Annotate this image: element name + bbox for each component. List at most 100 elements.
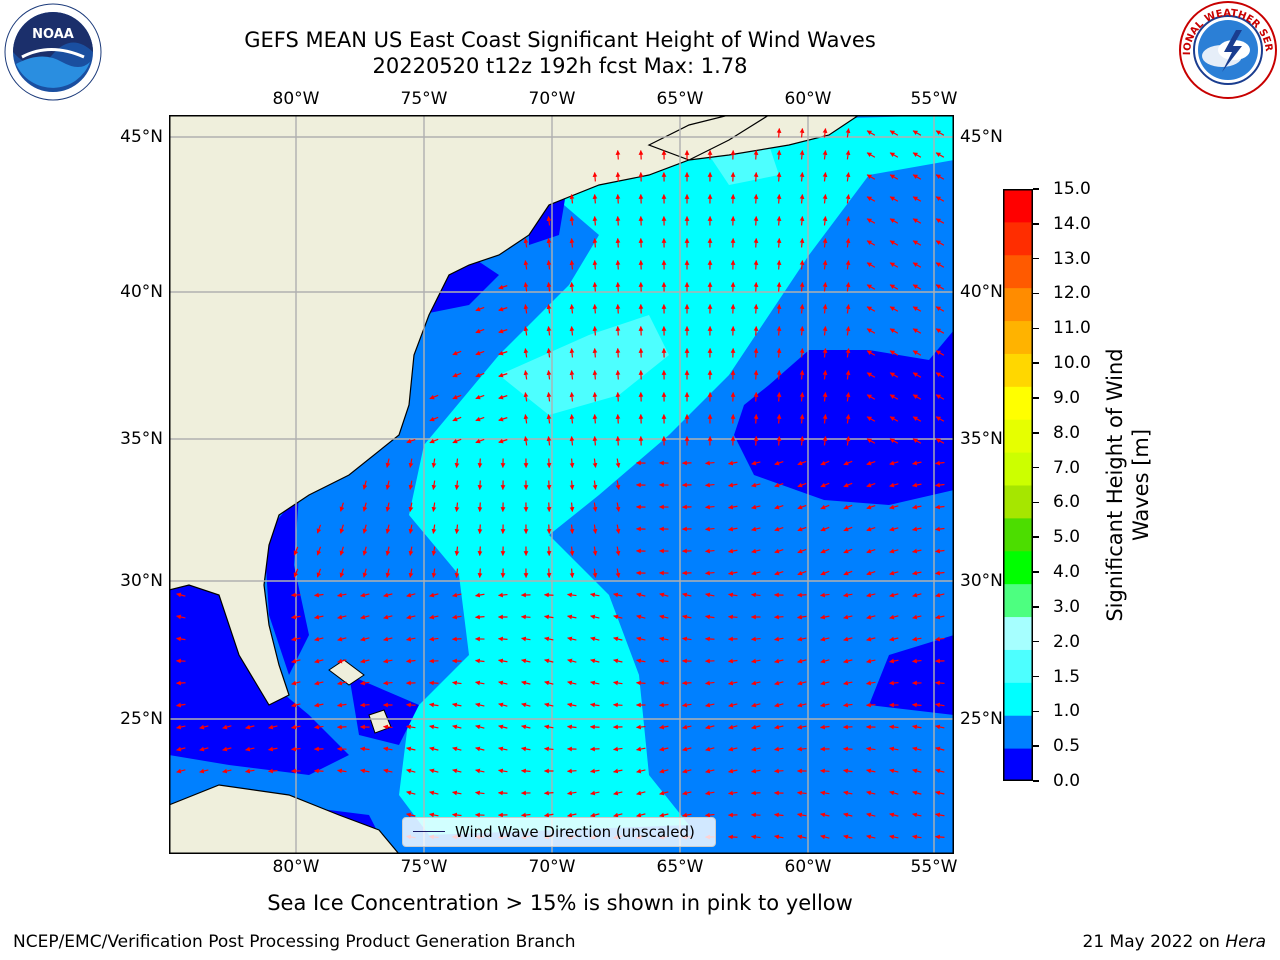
wave-direction-arrow bbox=[845, 216, 851, 226]
wave-direction-arrow bbox=[866, 130, 876, 136]
wave-direction-arrow bbox=[751, 724, 761, 730]
wave-direction-arrow bbox=[912, 460, 922, 466]
wave-direction-arrow bbox=[475, 306, 485, 312]
wave-direction-arrow bbox=[475, 328, 485, 334]
wave-direction-arrow bbox=[615, 480, 621, 490]
wave-direction-arrow bbox=[799, 150, 805, 160]
wave-direction-arrow bbox=[590, 790, 600, 796]
wave-direction-arrow bbox=[843, 614, 853, 620]
wave-direction-arrow bbox=[615, 348, 621, 358]
wave-direction-arrow bbox=[728, 504, 738, 510]
wave-direction-arrow bbox=[592, 282, 598, 292]
wave-direction-arrow bbox=[820, 812, 830, 818]
wave-direction-arrow bbox=[705, 570, 715, 576]
wave-direction-arrow bbox=[866, 790, 876, 796]
wave-direction-arrow bbox=[546, 282, 552, 292]
wave-direction-arrow bbox=[337, 768, 347, 774]
wave-direction-arrow bbox=[590, 614, 600, 620]
wave-direction-arrow bbox=[176, 724, 186, 730]
wave-direction-arrow bbox=[337, 592, 347, 598]
wave-direction-arrow bbox=[776, 150, 782, 160]
wave-direction-arrow bbox=[569, 238, 575, 248]
wave-direction-arrow bbox=[615, 568, 621, 578]
wave-direction-arrow bbox=[567, 702, 577, 708]
colorbar-label: Significant Height of Wind Waves [m] bbox=[1102, 348, 1154, 621]
wave-direction-arrow bbox=[615, 414, 621, 424]
wave-direction-arrow bbox=[613, 592, 623, 598]
wave-direction-arrow bbox=[728, 724, 738, 730]
colorbar-tick-label: 10.0 bbox=[1053, 353, 1091, 374]
wave-direction-arrow bbox=[912, 350, 922, 356]
wave-direction-arrow bbox=[498, 592, 508, 598]
wave-direction-arrow bbox=[799, 172, 805, 182]
wave-direction-arrow bbox=[822, 282, 828, 292]
wave-direction-arrow bbox=[799, 370, 805, 380]
wave-direction-arrow bbox=[592, 238, 598, 248]
wave-direction-arrow bbox=[613, 680, 623, 686]
wave-direction-arrow bbox=[799, 326, 805, 336]
wave-direction-arrow bbox=[590, 658, 600, 664]
wave-direction-arrow bbox=[431, 568, 437, 578]
wave-direction-arrow bbox=[613, 812, 623, 818]
lon-label-top-55w: 55°W bbox=[910, 89, 958, 109]
wave-direction-arrow bbox=[546, 304, 552, 314]
wave-direction-arrow bbox=[406, 790, 416, 796]
noaa-logo: NOAA bbox=[4, 3, 102, 101]
wave-direction-arrow bbox=[705, 460, 715, 466]
wave-direction-arrow bbox=[774, 636, 784, 642]
wave-direction-arrow bbox=[498, 284, 508, 290]
wave-direction-arrow bbox=[360, 680, 370, 686]
wave-direction-arrow bbox=[820, 702, 830, 708]
wave-direction-arrow bbox=[452, 636, 462, 642]
colorbar-tick-mark bbox=[1033, 536, 1039, 538]
wave-direction-arrow bbox=[615, 282, 621, 292]
wave-direction-arrow bbox=[935, 724, 945, 730]
wave-direction-arrow bbox=[843, 504, 853, 510]
wave-direction-arrow bbox=[615, 502, 621, 512]
wave-direction-arrow bbox=[889, 680, 899, 686]
wave-direction-arrow bbox=[776, 392, 782, 402]
colorbar-segment bbox=[1003, 485, 1033, 519]
wave-direction-arrow bbox=[431, 524, 437, 534]
wave-direction-arrow bbox=[799, 282, 805, 292]
wave-direction-arrow bbox=[774, 504, 784, 510]
wave-direction-arrow bbox=[889, 174, 899, 180]
wave-direction-arrow bbox=[682, 636, 692, 642]
wave-direction-arrow bbox=[521, 636, 531, 642]
wave-direction-arrow bbox=[475, 790, 485, 796]
footer-right: 21 May 2022 on Hera bbox=[1083, 931, 1267, 953]
wave-direction-arrow bbox=[753, 392, 759, 402]
wave-direction-arrow bbox=[774, 658, 784, 664]
wave-direction-arrow bbox=[592, 304, 598, 314]
wave-direction-arrow bbox=[889, 658, 899, 664]
wave-direction-arrow bbox=[820, 460, 830, 466]
wave-direction-arrow bbox=[935, 614, 945, 620]
wave-direction-arrow bbox=[314, 658, 324, 664]
wave-direction-arrow bbox=[592, 326, 598, 336]
wave-direction-arrow bbox=[475, 658, 485, 664]
wave-direction-arrow bbox=[544, 636, 554, 642]
wave-direction-arrow bbox=[889, 592, 899, 598]
wave-direction-arrow bbox=[569, 194, 575, 204]
wave-direction-arrow bbox=[935, 416, 945, 422]
wave-direction-arrow bbox=[615, 524, 621, 534]
wave-direction-arrow bbox=[935, 350, 945, 356]
wave-direction-arrow bbox=[544, 702, 554, 708]
colorbar-tick-mark bbox=[1033, 223, 1039, 225]
wave-direction-arrow bbox=[820, 636, 830, 642]
wave-direction-arrow bbox=[636, 812, 646, 818]
wave-direction-arrow bbox=[569, 392, 575, 402]
wave-direction-arrow bbox=[799, 260, 805, 270]
wave-direction-arrow bbox=[406, 768, 416, 774]
wave-direction-arrow bbox=[866, 460, 876, 466]
wave-direction-arrow bbox=[866, 680, 876, 686]
wave-direction-arrow bbox=[682, 746, 692, 752]
wave-direction-arrow bbox=[753, 260, 759, 270]
wave-direction-arrow bbox=[498, 350, 508, 356]
wave-direction-arrow bbox=[935, 196, 945, 202]
wave-direction-arrow bbox=[291, 680, 301, 686]
wave-direction-arrow bbox=[866, 812, 876, 818]
wave-direction-arrow bbox=[776, 414, 782, 424]
colorbar-tick-label: 12.0 bbox=[1053, 283, 1091, 304]
wave-direction-arrow bbox=[845, 172, 851, 182]
